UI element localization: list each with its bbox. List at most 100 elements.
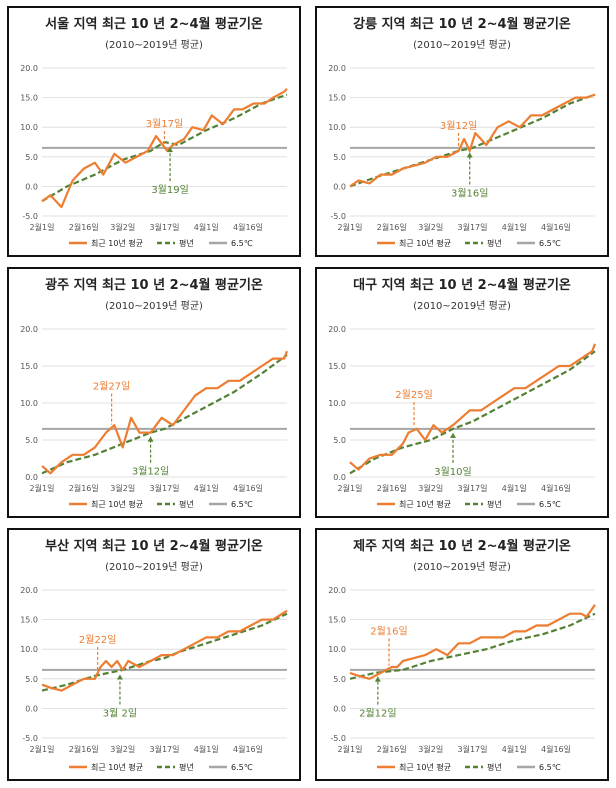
y-tick-label: 15.0 (20, 362, 38, 371)
x-tick-label: 4월16일 (233, 483, 263, 493)
x-tick-label: 3월2일 (418, 222, 443, 232)
annotation-arrow-normal (466, 152, 473, 158)
y-tick-label: -5.0 (330, 212, 346, 221)
legend-label-recent: 최근 10년 평균 (91, 762, 143, 772)
x-tick-label: 3월2일 (110, 483, 135, 493)
y-tick-label: 10.0 (328, 645, 346, 654)
annotation-recent: 2월25일 (395, 389, 433, 401)
legend-label-recent: 최근 10년 평균 (399, 499, 451, 509)
chart-title: 광주 지역 최근 10 년 2~4월 평균기온 (45, 277, 263, 293)
chart-panel: 제주 지역 최근 10 년 2~4월 평균기온 (2010~2019년 평균) -5… (315, 528, 609, 781)
y-tick-label: 10.0 (20, 123, 38, 132)
x-tick-label: 2월1일 (338, 222, 363, 232)
y-tick-label: 5.0 (333, 153, 346, 162)
legend-label-recent: 최근 10년 평균 (91, 499, 143, 509)
legend-label-recent: 최근 10년 평균 (399, 238, 451, 248)
x-tick-label: 3월17일 (150, 744, 180, 754)
x-tick-label: 2월16일 (69, 483, 99, 493)
annotation-recent: 2월27일 (93, 381, 131, 393)
y-tick-label: -5.0 (22, 212, 38, 221)
legend-label-normal: 평년 (179, 238, 194, 248)
chart-title: 서울 지역 최근 10 년 2~4월 평균기온 (45, 16, 263, 32)
x-tick-label: 4월16일 (233, 744, 263, 754)
x-tick-label: 2월1일 (338, 483, 363, 493)
annotation-recent: 2월16일 (370, 625, 408, 637)
x-tick-label: 4월16일 (541, 744, 571, 754)
legend-label-threshold: 6.5℃ (539, 500, 561, 509)
x-tick-label: 4월16일 (541, 483, 571, 493)
legend-label-normal: 평년 (179, 762, 194, 772)
annotation-arrow-normal (116, 674, 123, 680)
chart-subtitle: (2010~2019년 평균) (105, 300, 203, 312)
legend-label-normal: 평년 (487, 238, 502, 248)
y-tick-label: 20.0 (20, 586, 38, 595)
legend-label-threshold: 6.5℃ (539, 763, 561, 772)
x-tick-label: 4월1일 (502, 744, 527, 754)
chart-svg: 대구 지역 최근 10 년 2~4월 평균기온 (2010~2019년 평균) 0.… (328, 277, 597, 509)
annotation-arrow-normal (147, 436, 154, 442)
legend-label-threshold: 6.5℃ (231, 763, 253, 772)
annotation-normal: 2월12일 (359, 708, 397, 720)
y-tick-label: 10.0 (328, 399, 346, 408)
annotation-arrow-normal (167, 147, 174, 153)
chart-panel: 서울 지역 최근 10 년 2~4월 평균기온 (2010~2019년 평균) -5… (7, 6, 301, 257)
chart-svg: 광주 지역 최근 10 년 2~4월 평균기온 (2010~2019년 평균) 0.… (20, 277, 289, 509)
annotation-normal: 3월10일 (434, 466, 472, 478)
x-tick-label: 2월1일 (30, 483, 55, 493)
series-line-recent (349, 604, 596, 680)
chart-title: 부산 지역 최근 10 년 2~4월 평균기온 (45, 538, 263, 554)
series-line-recent (349, 93, 596, 188)
chart-title: 대구 지역 최근 10 년 2~4월 평균기온 (353, 277, 571, 293)
x-tick-label: 3월2일 (418, 483, 443, 493)
chart-panel: 부산 지역 최근 10 년 2~4월 평균기온 (2010~2019년 평균) -5… (7, 528, 301, 781)
x-tick-label: 4월1일 (502, 483, 527, 493)
annotation-normal: 3월12일 (132, 466, 170, 478)
x-tick-label: 3월2일 (418, 744, 443, 754)
chart-subtitle: (2010~2019년 평균) (413, 561, 511, 573)
x-tick-label: 3월2일 (110, 222, 135, 232)
series-line-normal (349, 612, 596, 680)
y-tick-label: 5.0 (25, 675, 38, 684)
annotation-normal: 3월19일 (151, 184, 189, 196)
y-tick-label: 20.0 (20, 64, 38, 73)
legend-label-normal: 평년 (179, 499, 194, 509)
annotation-arrow-normal (374, 676, 381, 682)
y-tick-label: 15.0 (328, 362, 346, 371)
y-tick-label: 10.0 (20, 399, 38, 408)
x-tick-label: 3월17일 (458, 744, 488, 754)
y-tick-label: 20.0 (20, 325, 38, 334)
series-line-recent (349, 343, 597, 471)
legend-label-threshold: 6.5℃ (539, 239, 561, 248)
annotation-recent: 3월17일 (146, 118, 184, 130)
legend-label-threshold: 6.5℃ (231, 239, 253, 248)
chart-subtitle: (2010~2019년 평균) (105, 39, 203, 51)
chart-title: 제주 지역 최근 10 년 2~4월 평균기온 (353, 538, 571, 554)
y-tick-label: 5.0 (333, 675, 346, 684)
y-tick-label: 10.0 (328, 123, 346, 132)
series-line-normal (349, 93, 596, 188)
chart-svg: 제주 지역 최근 10 년 2~4월 평균기온 (2010~2019년 평균) -5… (328, 538, 596, 772)
y-tick-label: 0.0 (333, 704, 346, 713)
x-tick-label: 4월1일 (194, 744, 219, 754)
y-tick-label: 5.0 (333, 436, 346, 445)
chart-subtitle: (2010~2019년 평균) (105, 561, 203, 573)
legend-label-normal: 평년 (487, 762, 502, 772)
x-tick-label: 3월17일 (150, 222, 180, 232)
x-tick-label: 2월16일 (377, 222, 407, 232)
x-tick-label: 2월16일 (69, 222, 99, 232)
x-tick-label: 2월1일 (30, 222, 55, 232)
x-tick-label: 4월16일 (233, 222, 263, 232)
y-tick-label: 15.0 (328, 616, 346, 625)
legend-label-threshold: 6.5℃ (231, 500, 253, 509)
y-tick-label: 5.0 (25, 153, 38, 162)
legend-label-recent: 최근 10년 평균 (91, 238, 143, 248)
y-tick-label: 0.0 (25, 182, 38, 191)
chart-panel: 대구 지역 최근 10 년 2~4월 평균기온 (2010~2019년 평균) 0.… (315, 267, 609, 518)
x-tick-label: 4월1일 (502, 222, 527, 232)
x-tick-label: 3월17일 (458, 483, 488, 493)
x-tick-label: 2월16일 (377, 744, 407, 754)
y-tick-label: 0.0 (333, 182, 346, 191)
chart-svg: 부산 지역 최근 10 년 2~4월 평균기온 (2010~2019년 평균) -5… (20, 538, 288, 772)
y-tick-label: -5.0 (22, 734, 38, 743)
y-tick-label: -5.0 (330, 734, 346, 743)
